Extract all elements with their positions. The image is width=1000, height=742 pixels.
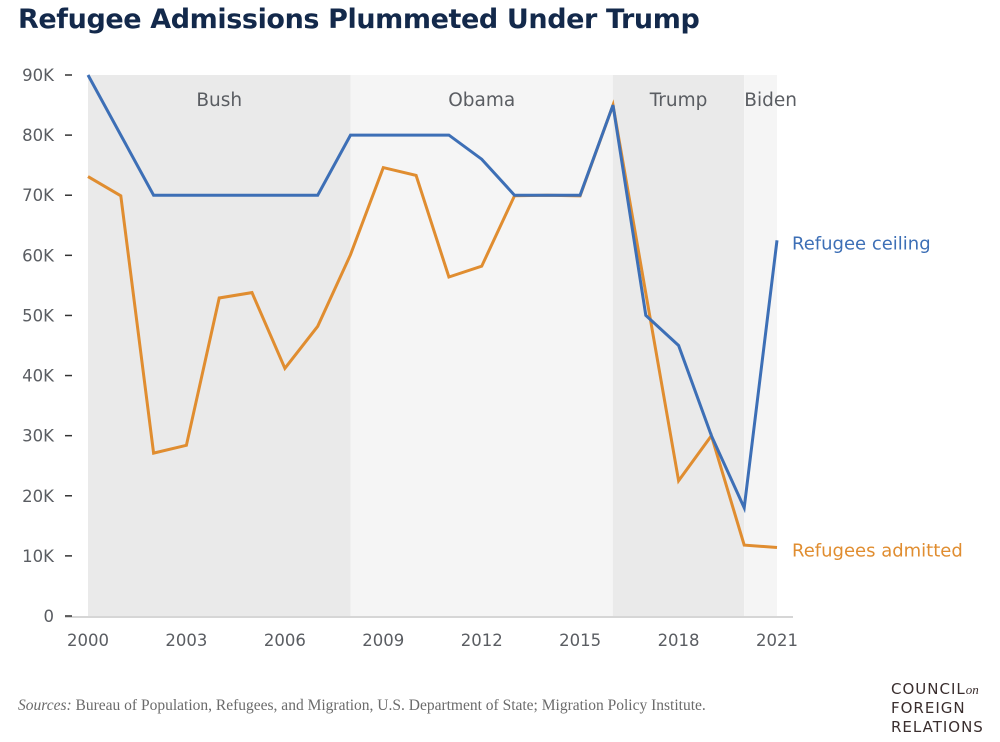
era-label-biden: Biden <box>744 90 797 111</box>
x-tick-label: 2021 <box>756 631 798 650</box>
x-tick-label: 2009 <box>362 631 404 650</box>
x-tick-label: 2015 <box>559 631 601 650</box>
era-label-bush: Bush <box>196 90 242 111</box>
cfr-logo: COUNCILon FOREIGN RELATIONS <box>891 680 984 737</box>
series-labels: Refugee ceiling Refugees admitted <box>792 233 963 561</box>
y-axis: 0 10K 20K 30K 40K 50K 60K 70K 80K 90K <box>22 66 72 626</box>
era-labels: Bush Obama Trump Biden <box>196 90 797 111</box>
y-tick-label: 10K <box>22 547 55 566</box>
series-line-refugee-ceiling <box>86 74 779 514</box>
source-note: Sources: Bureau of Population, Refugees,… <box>18 697 706 715</box>
logo-foreign: FOREIGN <box>891 699 966 717</box>
y-tick-label: 20K <box>22 487 55 506</box>
y-tick-label: 90K <box>22 66 55 85</box>
series-label-refugees-admitted: Refugees admitted <box>792 540 963 561</box>
era-bands <box>88 75 777 616</box>
x-tick-label: 2018 <box>658 631 700 650</box>
x-tick-label: 2003 <box>165 631 207 650</box>
y-tick-label: 50K <box>22 306 55 325</box>
y-tick-label: 0 <box>44 607 55 626</box>
y-tick-label: 40K <box>22 367 55 386</box>
y-tick-label: 30K <box>22 427 55 446</box>
x-tick-label: 2006 <box>264 631 306 650</box>
era-band-obama <box>350 75 613 616</box>
series-line-refugees-admitted <box>87 99 778 549</box>
series-lines <box>86 74 779 549</box>
era-band-biden <box>744 75 777 616</box>
x-axis: 2000 2003 2006 2009 2012 2015 2018 2021 <box>67 631 798 650</box>
series-label-refugee-ceiling: Refugee ceiling <box>792 233 931 254</box>
era-label-obama: Obama <box>448 90 515 111</box>
logo-relations: RELATIONS <box>891 718 984 736</box>
x-tick-label: 2000 <box>67 631 109 650</box>
y-tick-label: 80K <box>22 126 55 145</box>
era-label-trump: Trump <box>649 90 708 111</box>
y-tick-label: 70K <box>22 186 55 205</box>
logo-on: on <box>965 682 979 697</box>
era-band-bush <box>88 75 351 616</box>
y-tick-label: 60K <box>22 246 55 265</box>
source-text: Bureau of Population, Refugees, and Migr… <box>71 697 706 714</box>
x-tick-label: 2012 <box>461 631 503 650</box>
chart-title: Refugee Admissions Plummeted Under Trump <box>18 4 700 35</box>
source-prefix: Sources: <box>18 697 72 714</box>
logo-council: COUNCIL <box>891 680 966 698</box>
